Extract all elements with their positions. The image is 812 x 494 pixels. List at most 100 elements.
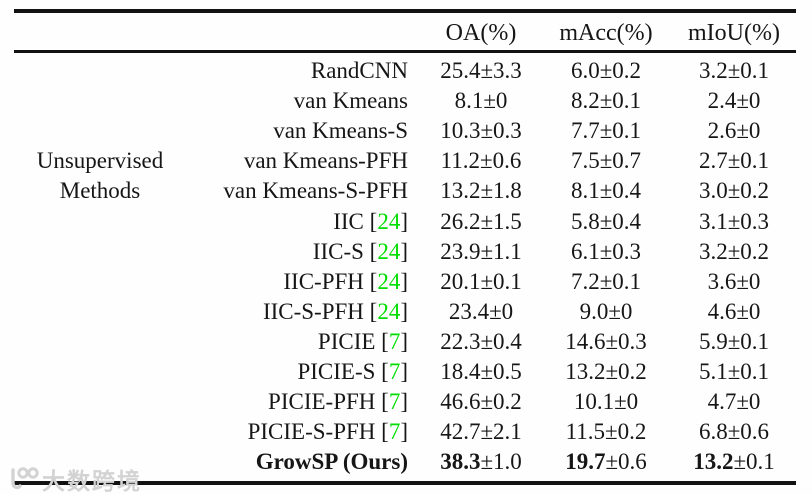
macc-value-cell: 6.0±0.2 [548,58,664,84]
citation: [24] [364,209,408,234]
column-header-miou: mIoU(%) [688,19,780,46]
table-row: GrowSP (Ours) 38.3±1.0 19.7±0.6 13.2±0.1 [0,447,812,477]
citation-close-bracket: ] [400,328,408,354]
miou-stddev: ±0 [736,118,761,144]
miou-value-cell: 3.0±0.2 [664,178,804,204]
method-name: IIC-S-PFH [262,298,364,324]
macc-value: 14.6 [565,328,606,354]
table-row: RandCNN 25.4±3.3 6.0±0.2 3.2±0.1 [0,56,812,86]
macc-value-cell: 6.1±0.3 [548,239,664,265]
oa-value-cell: 23.4±0 [414,299,548,325]
miou-value: 3.2 [698,238,728,264]
macc-stddev: ±0.6 [605,449,647,475]
method-name: PICIE-S [297,358,376,384]
miou-value: 4.7 [707,389,737,415]
macc-value: 8.2 [570,88,600,114]
miou-value-cell: 4.6±0 [664,299,804,325]
method-cell: van Kmeans [0,88,414,114]
citation-open-bracket: [ [369,298,378,324]
miou-value: 13.2 [693,449,734,475]
macc-stddev: ±0.1 [599,268,642,294]
citation: [24] [364,269,408,294]
method-name: van Kmeans-S [273,118,408,144]
macc-stddev: ±0 [608,298,633,324]
oa-stddev: ±2.1 [480,419,522,445]
oa-value: 46.6 [440,389,481,415]
method-cell: van Kmeans-S-PFH [0,178,414,204]
citation-close-bracket: ] [400,268,408,294]
oa-stddev: ±1.5 [480,208,522,234]
citation-link[interactable]: 24 [377,208,401,234]
method-cell: PICIE-PFH [7] [0,389,414,415]
oa-stddev: ±0 [489,298,514,324]
citation-close-bracket: ] [400,208,408,234]
macc-stddev: ±0.1 [599,118,642,144]
table-row: van Kmeans-PFH 11.2±0.6 7.5±0.7 2.7±0.1 [0,146,812,176]
miou-value: 5.9 [698,328,728,354]
method-name: van Kmeans-PFH [243,148,408,174]
miou-value: 4.6 [707,298,737,324]
citation-open-bracket: [ [381,389,389,415]
macc-value-cell: 10.1±0 [548,389,664,415]
miou-stddev: ±0.1 [733,449,775,475]
citation-link[interactable]: 7 [388,328,401,354]
method-name: van Kmeans-S-PFH [223,178,408,204]
citation-link[interactable]: 7 [388,419,401,445]
table-row: van Kmeans-S-PFH 13.2±1.8 8.1±0.4 3.0±0.… [0,176,812,206]
miou-value: 6.8 [698,419,728,445]
oa-value-cell: 11.2±0.6 [414,148,548,174]
column-header-oa: OA(%) [445,19,517,46]
table-header-row: OA(%) mAcc(%) mIoU(%) [0,16,812,50]
miou-value-cell: 4.7±0 [664,389,804,415]
citation-link[interactable]: 24 [377,298,401,324]
oa-value-cell: 46.6±0.2 [414,389,548,415]
citation: [7] [375,389,408,414]
miou-value: 5.1 [698,358,728,384]
miou-stddev: ±0.2 [727,178,770,204]
macc-value-cell: 9.0±0 [548,299,664,325]
macc-stddev: ±0.7 [599,148,642,174]
citation-link[interactable]: 24 [377,268,401,294]
oa-value: 20.1 [440,268,481,294]
macc-value: 8.1 [570,178,600,204]
method-cell: IIC-S-PFH [24] [0,299,414,325]
macc-value: 6.1 [570,238,600,264]
oa-value-cell: 10.3±0.3 [414,118,548,144]
method-cell: PICIE-S [7] [0,359,414,385]
citation-link[interactable]: 24 [377,238,401,264]
macc-value-cell: 11.5±0.2 [548,419,664,445]
citation-close-bracket: ] [400,238,408,264]
oa-value-cell: 25.4±3.3 [414,58,548,84]
oa-value-cell: 26.2±1.5 [414,209,548,235]
row-group-label: Unsupervised Methods [18,146,182,206]
citation-link[interactable]: 7 [388,389,401,415]
citation-open-bracket: [ [369,268,378,294]
oa-stddev: ±0.4 [480,328,522,354]
oa-value: 8.1 [454,88,484,114]
table-header-rule [14,50,796,53]
oa-value-cell: 8.1±0 [414,88,548,114]
macc-value: 13.2 [565,358,606,384]
oa-value: 38.3 [440,449,481,475]
method-name: PICIE-PFH [268,389,376,415]
oa-value-cell: 18.4±0.5 [414,359,548,385]
method-cell: IIC-S [24] [0,239,414,265]
macc-value-cell: 7.2±0.1 [548,269,664,295]
citation-open-bracket: [ [381,328,389,354]
macc-value-cell: 14.6±0.3 [548,329,664,355]
macc-stddev: ±0.4 [599,178,642,204]
miou-value-cell: 2.4±0 [664,88,804,114]
miou-value: 2.7 [698,148,728,174]
oa-value: 42.7 [440,419,481,445]
oa-value-cell: 22.3±0.4 [414,329,548,355]
method-name: IIC-S [312,238,364,264]
oa-value: 18.4 [440,358,481,384]
table-row: IIC-S [24] 23.9±1.1 6.1±0.3 3.2±0.2 [0,237,812,267]
row-group-label-line1: Unsupervised [36,148,164,173]
macc-value-cell: 7.5±0.7 [548,148,664,174]
oa-value: 23.9 [440,238,481,264]
citation-link[interactable]: 7 [388,358,401,384]
oa-value-cell: 23.9±1.1 [414,239,548,265]
macc-stddev: ±0.3 [599,238,642,264]
miou-stddev: ±0.1 [727,328,770,354]
